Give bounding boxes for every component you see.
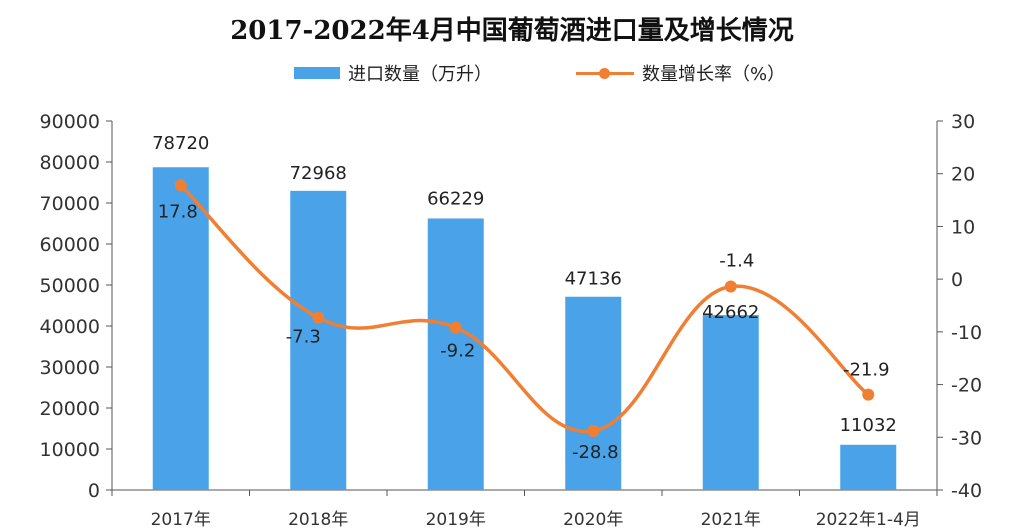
right-tick-label: 10 <box>951 216 975 238</box>
right-tick-label: 30 <box>951 111 975 133</box>
left-tick-label: 90000 <box>40 111 100 133</box>
left-tick-label: 20000 <box>40 398 100 420</box>
bar <box>427 218 484 490</box>
legend-line-swatch <box>576 67 634 79</box>
growth-rate-point <box>587 424 600 437</box>
bar <box>152 167 209 491</box>
right-tick-label: -40 <box>951 480 982 502</box>
bar-data-label: 66229 <box>427 188 484 209</box>
x-tick-label: 2018年 <box>288 510 348 530</box>
x-tick-label: 2017年 <box>151 510 211 530</box>
x-tick-label: 2022年1-4月 <box>816 510 921 530</box>
growth-rate-point <box>724 280 737 293</box>
growth-rate-line <box>179 184 870 434</box>
bar-data-label: 72968 <box>290 163 347 184</box>
left-tick-label: 10000 <box>40 439 100 461</box>
growth-rate-point <box>312 311 325 324</box>
line-data-label: -9.2 <box>440 341 475 362</box>
left-tick-label: 70000 <box>40 193 100 215</box>
legend-item-growth-rate: 数量增长率（%） <box>576 60 785 86</box>
growth-rate-point <box>449 321 462 334</box>
left-tick-label: 50000 <box>40 275 100 297</box>
line-data-label: -1.4 <box>719 251 754 272</box>
line-data-label: -28.8 <box>572 442 619 463</box>
legend-label-growth-rate: 数量增长率（%） <box>642 64 786 85</box>
bar <box>290 190 347 490</box>
legend-item-import-volume: 进口数量（万升） <box>294 60 492 86</box>
growth-rate-point <box>174 179 187 192</box>
line-data-label: 17.8 <box>158 201 198 222</box>
right-tick-label: -10 <box>951 322 982 344</box>
left-tick-label: 0 <box>88 480 100 502</box>
right-tick-label: -20 <box>951 375 982 397</box>
bar-data-label: 47136 <box>565 269 622 290</box>
x-tick-label: 2019年 <box>426 510 486 530</box>
left-tick-label: 80000 <box>40 152 100 174</box>
bar-data-label: 42662 <box>702 302 759 323</box>
right-tick-label: 0 <box>951 269 963 291</box>
right-tick-label: -30 <box>951 427 982 449</box>
chart-title: 2017-2022年4月中国葡萄酒进口量及增长情况 <box>230 16 794 46</box>
growth-rate-point <box>862 388 875 401</box>
bar-data-label: 78720 <box>152 133 209 154</box>
bar <box>840 444 897 490</box>
right-tick-label: 20 <box>951 164 975 186</box>
left-tick-label: 60000 <box>40 234 100 256</box>
left-tick-label: 40000 <box>40 316 100 338</box>
legend-label-import-volume: 进口数量（万升） <box>348 64 492 85</box>
bar-data-label: 11032 <box>840 415 897 436</box>
x-tick-label: 2020年 <box>563 510 623 530</box>
line-data-label: -21.9 <box>843 360 890 381</box>
legend-bar-swatch <box>294 67 340 79</box>
bar <box>565 296 622 490</box>
left-tick-label: 30000 <box>40 357 100 379</box>
legend: 进口数量（万升） 数量增长率（%） <box>0 60 1024 90</box>
x-tick-label: 2021年 <box>701 510 761 530</box>
bar <box>702 315 759 490</box>
line-data-label: -7.3 <box>286 327 321 348</box>
